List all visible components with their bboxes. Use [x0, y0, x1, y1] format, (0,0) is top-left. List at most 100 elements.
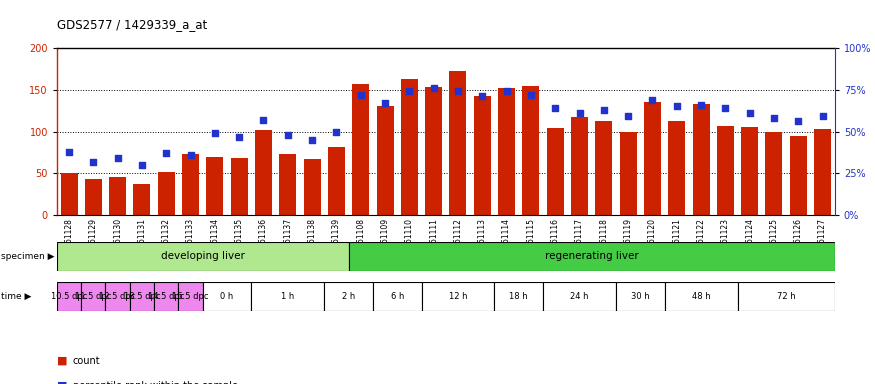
- Bar: [498, 88, 515, 215]
- Text: 24 h: 24 h: [570, 292, 589, 301]
- Point: [549, 105, 563, 111]
- Point: [500, 88, 514, 94]
- Bar: [790, 136, 807, 215]
- Text: 10.5 dpc: 10.5 dpc: [51, 292, 88, 301]
- Bar: [182, 154, 200, 215]
- Text: ■: ■: [57, 356, 67, 366]
- Text: 72 h: 72 h: [777, 292, 795, 301]
- Bar: [450, 71, 466, 215]
- Bar: [279, 154, 297, 215]
- Text: percentile rank within the sample: percentile rank within the sample: [73, 381, 238, 384]
- Bar: [425, 87, 442, 215]
- Point: [232, 134, 246, 140]
- Bar: [353, 84, 369, 215]
- Bar: [60, 173, 78, 215]
- Bar: [571, 118, 588, 215]
- Point: [256, 117, 270, 123]
- Point: [767, 115, 781, 121]
- Point: [208, 130, 222, 136]
- Point: [597, 107, 611, 113]
- Point: [281, 132, 295, 138]
- Text: 18 h: 18 h: [509, 292, 528, 301]
- Bar: [376, 106, 394, 215]
- Bar: [57, 242, 348, 271]
- Bar: [814, 129, 831, 215]
- Bar: [158, 172, 175, 215]
- Text: 48 h: 48 h: [692, 292, 710, 301]
- Text: 1 h: 1 h: [281, 292, 294, 301]
- Bar: [473, 96, 491, 215]
- Bar: [203, 282, 251, 311]
- Bar: [348, 242, 835, 271]
- Bar: [766, 131, 782, 215]
- Text: 2 h: 2 h: [342, 292, 355, 301]
- Point: [816, 113, 829, 119]
- Point: [451, 88, 465, 94]
- Point: [718, 105, 732, 111]
- Text: time ▶: time ▶: [1, 292, 31, 301]
- Point: [791, 118, 805, 124]
- Point: [159, 150, 173, 156]
- Bar: [665, 282, 738, 311]
- Text: 12 h: 12 h: [449, 292, 467, 301]
- Point: [694, 102, 708, 108]
- Text: 11.5 dpc: 11.5 dpc: [75, 292, 111, 301]
- Point: [135, 162, 149, 168]
- Point: [572, 110, 586, 116]
- Bar: [616, 282, 665, 311]
- Point: [110, 155, 124, 161]
- Bar: [401, 79, 418, 215]
- Bar: [422, 282, 494, 311]
- Text: specimen ▶: specimen ▶: [1, 252, 54, 261]
- Bar: [134, 184, 150, 215]
- Point: [621, 113, 635, 119]
- Point: [329, 128, 343, 135]
- Text: 12.5 dpc: 12.5 dpc: [100, 292, 136, 301]
- Text: 6 h: 6 h: [390, 292, 404, 301]
- Point: [378, 100, 392, 106]
- Bar: [106, 282, 130, 311]
- Bar: [522, 86, 539, 215]
- Bar: [109, 177, 126, 215]
- Point: [743, 110, 757, 116]
- Bar: [251, 282, 325, 311]
- Point: [87, 159, 101, 165]
- Bar: [717, 126, 734, 215]
- Point: [402, 88, 416, 94]
- Bar: [741, 127, 758, 215]
- Text: 13.5 dpc: 13.5 dpc: [123, 292, 160, 301]
- Text: 0 h: 0 h: [220, 292, 234, 301]
- Bar: [57, 282, 81, 311]
- Bar: [231, 158, 248, 215]
- Bar: [85, 179, 102, 215]
- Point: [475, 93, 489, 99]
- Bar: [255, 130, 272, 215]
- Point: [354, 92, 367, 98]
- Point: [305, 137, 319, 143]
- Text: developing liver: developing liver: [161, 251, 245, 262]
- Bar: [206, 157, 223, 215]
- Bar: [738, 282, 835, 311]
- Bar: [668, 121, 685, 215]
- Bar: [178, 282, 203, 311]
- Text: 14.5 dpc: 14.5 dpc: [148, 292, 185, 301]
- Point: [669, 103, 683, 109]
- Bar: [154, 282, 178, 311]
- Point: [524, 92, 538, 98]
- Bar: [620, 131, 637, 215]
- Bar: [543, 282, 616, 311]
- Text: ■: ■: [57, 381, 67, 384]
- Bar: [547, 128, 564, 215]
- Point: [184, 152, 198, 158]
- Point: [62, 149, 76, 155]
- Bar: [644, 102, 661, 215]
- Bar: [304, 159, 320, 215]
- Text: 16.5 dpc: 16.5 dpc: [172, 292, 209, 301]
- Bar: [81, 282, 106, 311]
- Bar: [595, 121, 612, 215]
- Text: 30 h: 30 h: [631, 292, 649, 301]
- Bar: [373, 282, 422, 311]
- Bar: [692, 104, 710, 215]
- Point: [427, 85, 441, 91]
- Bar: [325, 282, 373, 311]
